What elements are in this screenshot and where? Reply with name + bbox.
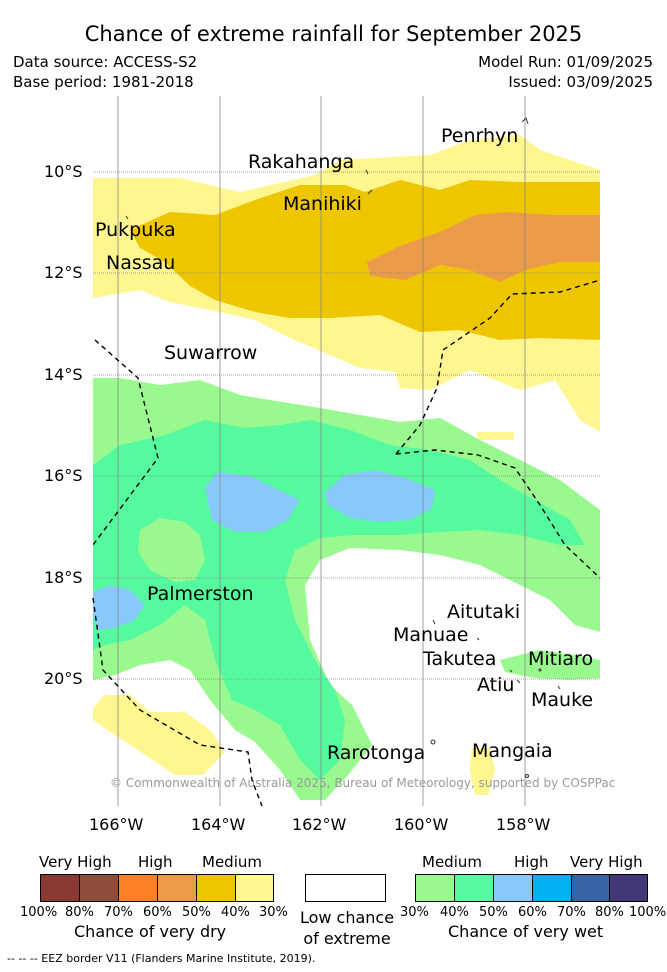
dry-tick-70: 70% <box>104 905 133 920</box>
dry-medium-south-patch <box>93 695 225 775</box>
data-source: Data source: ACCESS-S2 <box>13 53 198 71</box>
place-mitiaro: Mitiaro <box>528 648 594 670</box>
wet-header-very-high: Very High <box>570 853 643 871</box>
base-period: Base period: 1981-2018 <box>13 73 194 91</box>
grid-lines <box>93 96 600 806</box>
dry-tick-100: 100% <box>20 905 58 920</box>
wet-swatch-40-50 <box>454 874 494 902</box>
eez-border <box>92 279 601 807</box>
place-mauke: Mauke <box>531 689 594 711</box>
lon-label-166w: 166°W <box>89 815 144 834</box>
place-atiu: Atiu <box>477 674 515 696</box>
model-run: Model Run: 01/09/2025 <box>478 53 653 71</box>
dry-tick-50: 50% <box>182 905 211 920</box>
low-chance-caption-line2: of extreme <box>303 929 391 948</box>
dry-medium-patch <box>477 432 514 440</box>
place-takutea: Takutea <box>423 648 497 670</box>
lat-label-14s: 14°S <box>44 365 83 384</box>
page-title: Chance of extreme rainfall for September… <box>84 22 583 46</box>
lat-label-18s: 18°S <box>44 568 83 587</box>
dry-tick-80: 80% <box>65 905 94 920</box>
wet-higher-area-east <box>325 470 435 522</box>
lat-label-20s: 20°S <box>44 669 83 688</box>
island-markers <box>125 117 561 778</box>
wet-higher-area-palmerston <box>93 585 145 630</box>
place-manihiki: Manihiki <box>283 193 362 215</box>
low-chance-swatch <box>305 874 386 902</box>
place-rakahanga: Rakahanga <box>248 151 355 173</box>
place-rarotonga: Rarotonga <box>327 742 426 764</box>
dry-swatch-70-60 <box>118 874 158 902</box>
wet-swatch-70-80 <box>571 874 610 902</box>
lat-label-12s: 12°S <box>44 263 83 282</box>
wet-caption: Chance of very wet <box>448 922 604 941</box>
dry-header-very-high: Very High <box>39 853 112 871</box>
dry-caption: Chance of very dry <box>74 922 227 941</box>
place-aitutaki: Aitutaki <box>447 601 521 623</box>
dry-swatch-80-70 <box>79 874 119 902</box>
dry-tick-40: 40% <box>221 905 250 920</box>
footer-eez-note: -- -- -- EEZ border V11 (Flanders Marine… <box>7 952 316 965</box>
dry-swatch-60-50 <box>157 874 197 902</box>
place-suwarrow: Suwarrow <box>164 342 258 364</box>
lon-label-160w: 160°W <box>394 815 449 834</box>
dry-higher-area <box>367 212 600 282</box>
place-mangaia: Mangaia <box>472 740 553 762</box>
wet-tick-100: 100% <box>629 905 667 920</box>
wet-tick-60: 60% <box>518 905 547 920</box>
wet-header-high: High <box>514 853 549 871</box>
place-manuae: Manuae <box>393 624 469 646</box>
wet-tick-70: 70% <box>557 905 586 920</box>
wet-tick-30: 30% <box>400 905 429 920</box>
dry-tick-60: 60% <box>143 905 172 920</box>
wet-swatch-60-70 <box>532 874 572 902</box>
map-credit: © Commonwealth of Australia 2025, Bureau… <box>110 776 616 790</box>
low-chance-caption-line1: Low chance <box>299 908 395 927</box>
wet-tick-50: 50% <box>479 905 508 920</box>
wet-header-medium: Medium <box>422 853 482 871</box>
place-pukpuka: Pukpuka <box>95 219 176 241</box>
issued-date: Issued: 03/09/2025 <box>508 73 653 91</box>
wet-swatch-80-100 <box>609 874 648 902</box>
dry-medium-mangaia-patch <box>470 748 495 795</box>
lat-label-10s: 10°S <box>44 162 83 181</box>
wet-swatch-50-60 <box>493 874 533 902</box>
wet-tick-80: 80% <box>595 905 624 920</box>
lat-label-16s: 16°S <box>44 466 83 485</box>
place-penrhyn: Penrhyn <box>441 125 519 147</box>
lon-label-158w: 158°W <box>496 815 551 834</box>
place-palmerston: Palmerston <box>147 583 254 605</box>
dry-swatch-40-30 <box>235 874 274 902</box>
lon-label-164w: 164°W <box>191 815 246 834</box>
wet-swatch-30-40 <box>415 874 455 902</box>
place-nassau: Nassau <box>106 252 176 274</box>
dry-swatch-100-80 <box>40 874 80 902</box>
dry-header-high: High <box>138 853 173 871</box>
wet-medium-inner-patch <box>138 518 205 582</box>
wet-higher-area-west <box>205 472 300 532</box>
wet-tick-40: 40% <box>440 905 469 920</box>
dry-tick-30: 30% <box>259 905 288 920</box>
lon-label-162w: 162°W <box>292 815 347 834</box>
dry-swatch-50-40 <box>196 874 236 902</box>
dry-header-medium: Medium <box>202 853 262 871</box>
